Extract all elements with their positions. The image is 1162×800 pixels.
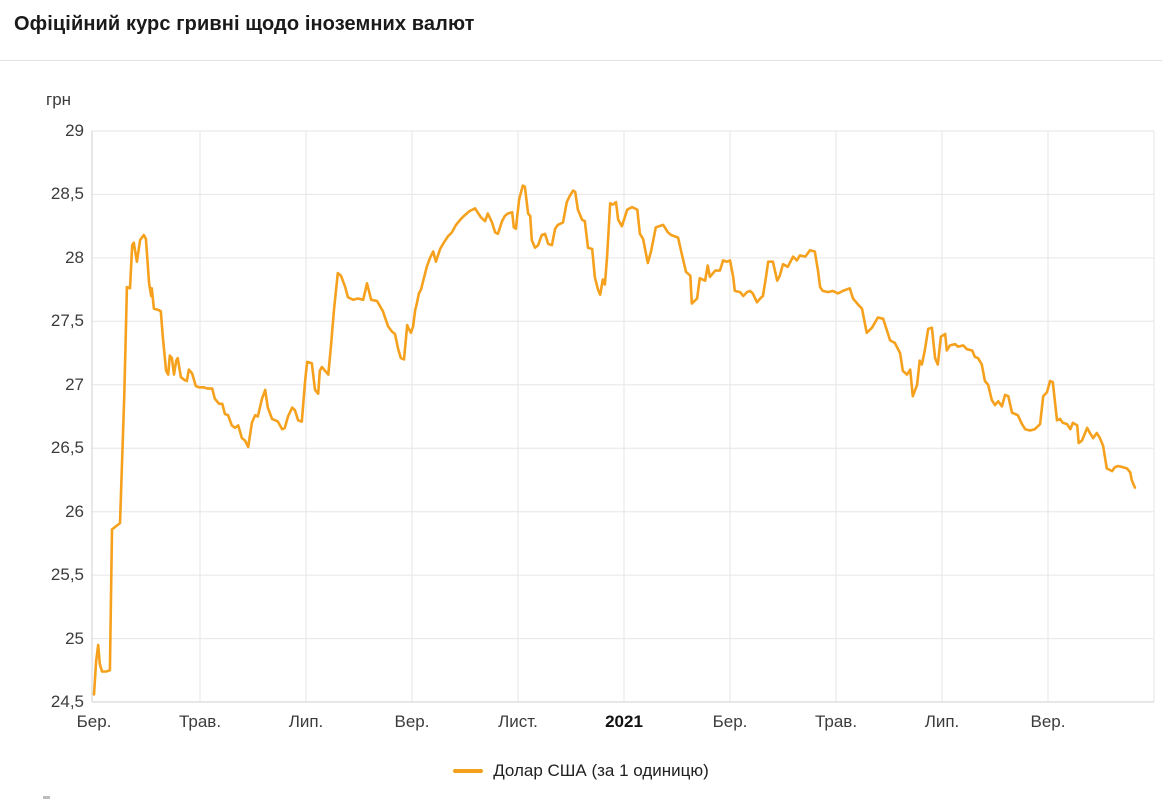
x-tick-label: Лип. — [288, 712, 324, 731]
y-tick-label: 26,5 — [50, 438, 84, 458]
x-tick-label: Бер. — [76, 712, 112, 731]
y-tick-label: 25 — [65, 628, 84, 648]
y-tick-label: 29 — [65, 121, 84, 140]
y-tick-label: 27 — [65, 374, 84, 394]
x-tick-label: Вер. — [1030, 712, 1066, 731]
page-title: Офіційний курс гривні щодо іноземних вал… — [14, 13, 475, 35]
x-tick-label: Лип. — [924, 712, 960, 731]
x-tick-label: Вер. — [394, 712, 430, 731]
exchange-rate-chart: грн 29 28,5 28 27,5 27 26,5 26 25,5 25 24,5 Бер. Т… — [0, 61, 1162, 800]
y-tick-label: 26 — [65, 501, 84, 521]
y-tick-label: 27,5 — [50, 311, 84, 331]
y-tick-label: 24,5 — [50, 692, 84, 711]
y-tick-label: 25,5 — [50, 565, 84, 585]
x-tick-label: Бер. — [712, 712, 748, 731]
y-axis-unit-label: грн — [46, 90, 72, 109]
partial-element-below-fold — [43, 796, 50, 799]
x-tick-label: Трав. — [178, 712, 222, 731]
legend-item-usd[interactable]: Долар США (за 1 одиницю) — [0, 761, 1162, 781]
chart-header: Офіційний курс гривні щодо іноземних вал… — [0, 0, 1162, 61]
legend-label: Долар США (за 1 одиницю) — [493, 761, 709, 780]
x-tick-label: Трав. — [814, 712, 858, 731]
y-tick-label: 28 — [65, 247, 84, 267]
legend-line-swatch — [453, 769, 484, 773]
y-tick-label: 28,5 — [50, 184, 84, 204]
plot-area[interactable] — [0, 61, 1162, 800]
x-tick-label: 2021 — [605, 712, 643, 731]
x-tick-label: Лист. — [498, 712, 538, 731]
usd-rate-line — [92, 184, 1137, 696]
